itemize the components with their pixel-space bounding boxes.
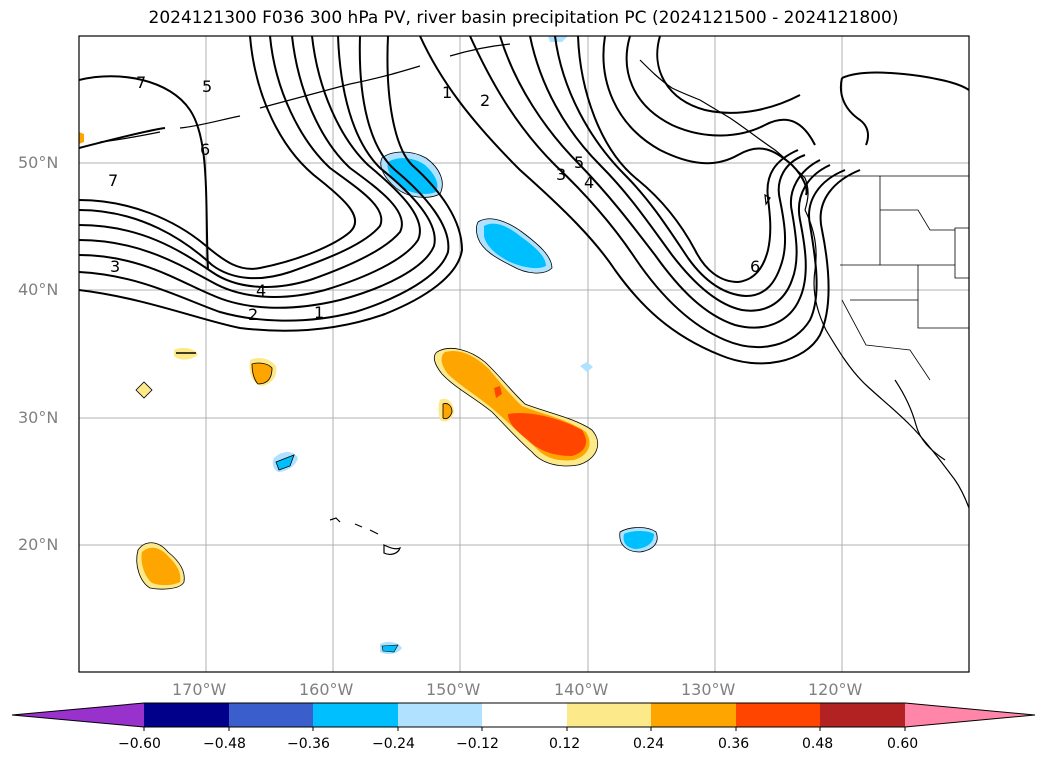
pv-contour-label: 1 [314,303,324,322]
map-gridlines [79,36,969,672]
colorbar-tick-label: 0.12 [549,736,581,752]
colorbar-segment [482,703,567,727]
lat-tick-label: 30°N [18,408,59,427]
pv-contour-label: 4 [584,173,594,192]
colorbar-segment [229,703,313,727]
colorbar-tick-label: −0.12 [456,736,499,752]
pv-contour-label: 3 [556,165,566,184]
colorbar [11,702,1036,731]
coastlines [99,43,969,555]
lat-tick-label: 40°N [18,280,59,299]
colorbar-tick-label: −0.60 [118,736,161,752]
colorbar-segment [736,703,820,727]
pv-contour-labels: 7 7 5 6 3 4 2 1 1 2 3 5 4 6 [108,73,760,324]
lat-tick-label: 50°N [18,153,59,172]
colorbar-segment [144,703,229,727]
colorbar-tick-label: 0.48 [802,736,834,752]
colorbar-tick-label: −0.36 [287,736,330,752]
colorbar-tick-label: 0.60 [887,736,919,752]
map-title: 2024121300 F036 300 hPa PV, river basin … [148,8,899,28]
lat-tick-label: 20°N [18,535,59,554]
pv-contour-label: 3 [110,257,120,276]
political-borders [800,175,969,381]
lon-tick-label: 160°W [299,680,354,699]
pv-contour-label: 5 [574,153,584,172]
colorbar-tick-label: −0.48 [203,736,246,752]
pv-contour-label: 7 [108,171,118,190]
colorbar-segment [398,703,482,727]
colorbar-extend-max [905,703,1035,727]
colorbar-tick-label: 0.24 [633,736,665,752]
pv-contour-label: 1 [442,83,452,102]
pv-contours [79,36,969,365]
pv-contour-label: 2 [248,305,258,324]
pv-contour-label: 7 [136,73,146,92]
pv-contour-label: 5 [202,77,212,96]
colorbar-segment [567,703,651,727]
colorbar-segment [313,703,398,727]
colorbar-tick-label: −0.24 [372,736,415,752]
colorbar-tick-label: 0.36 [718,736,750,752]
colorbar-extend-min [12,703,144,727]
lon-tick-label: 120°W [808,680,863,699]
lon-tick-label: 140°W [554,680,609,699]
precip-positive-anomalies [79,132,598,590]
map-frame [78,35,970,673]
colorbar-segment [820,703,905,727]
lon-tick-label: 150°W [426,680,481,699]
pv-contour-label: 6 [200,140,210,159]
colorbar-segment [651,703,736,727]
lon-tick-label: 170°W [172,680,227,699]
pv-contour-label: 2 [480,91,490,110]
pv-contour-label: 4 [256,281,266,300]
lon-tick-label: 130°W [681,680,736,699]
pv-contour-label: 6 [750,257,760,276]
